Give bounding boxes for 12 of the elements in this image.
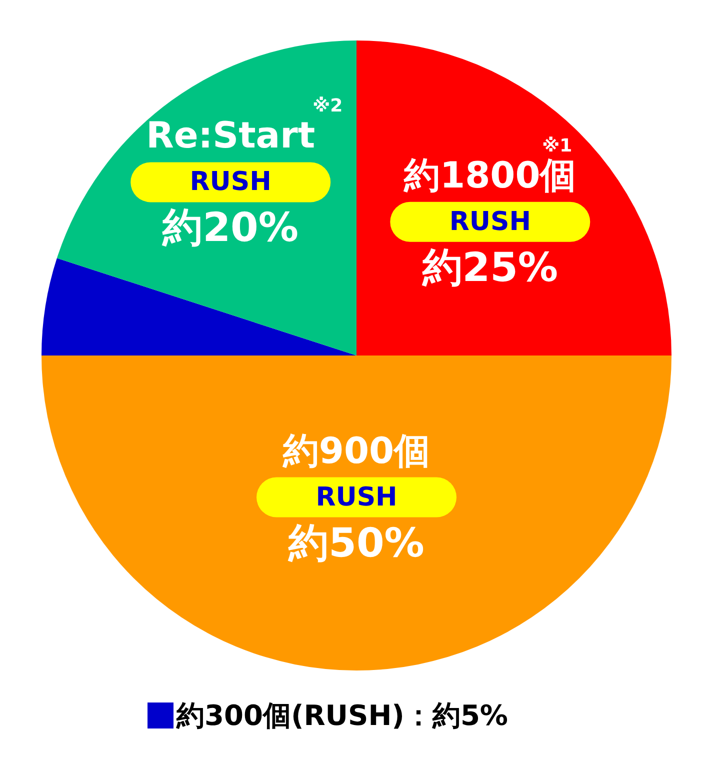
data-label: 約20%	[162, 205, 298, 252]
text: ※1	[542, 135, 572, 156]
slice-label: Re:Start	[146, 116, 316, 157]
slice-label: 約900個	[282, 430, 430, 472]
text: RUSH	[190, 167, 272, 198]
data-label: 約50%	[288, 520, 424, 566]
text: RUSH	[449, 206, 531, 237]
legend-label: 約300個(RUSH)：約5%	[176, 699, 508, 732]
slice-label: 約1800個	[403, 155, 576, 196]
text: RUSH	[316, 482, 398, 512]
data-label: 約25%	[421, 244, 558, 291]
text: ※2	[312, 96, 343, 117]
